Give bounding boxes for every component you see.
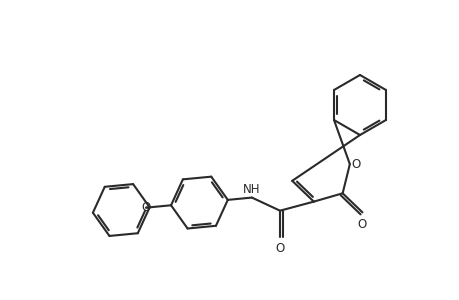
Text: O: O <box>141 201 151 214</box>
Text: O: O <box>351 158 360 171</box>
Text: NH: NH <box>243 183 260 196</box>
Text: O: O <box>357 218 366 231</box>
Text: O: O <box>275 242 284 255</box>
